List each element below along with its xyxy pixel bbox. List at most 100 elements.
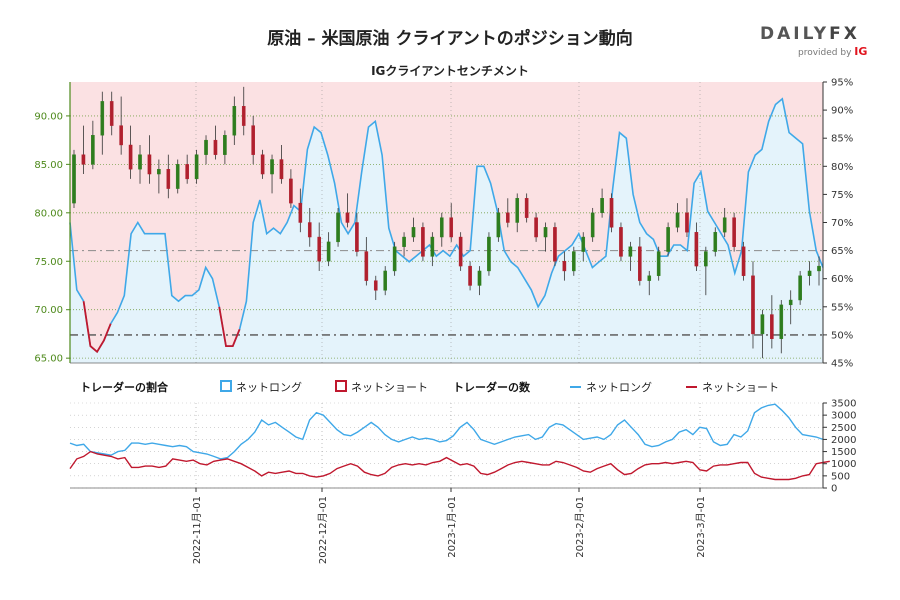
candle [638, 237, 642, 286]
candle-body [166, 169, 171, 189]
candle [553, 222, 557, 267]
ratio-tick-label: 95% [831, 78, 853, 89]
candle-body [175, 164, 180, 189]
candle-body [694, 231, 699, 267]
candle-body [421, 227, 425, 257]
candle-body [619, 227, 623, 257]
candle-body [788, 299, 793, 306]
ratio-tick-label: 45% [831, 359, 853, 370]
ratio-tick-label: 50% [831, 330, 853, 341]
candle-body [628, 246, 633, 257]
candle [260, 149, 265, 179]
candle [364, 237, 369, 286]
candle [355, 212, 359, 257]
candle-body [289, 178, 293, 204]
candle-body [232, 106, 237, 136]
ratio-tick-label: 85% [831, 134, 853, 145]
candle-body [779, 304, 784, 339]
logo-wordmark: DAILYFX [760, 24, 870, 44]
candle-body [600, 198, 604, 214]
date-tick-label: 2022-11月-01 [191, 496, 203, 564]
candle [798, 270, 802, 305]
candle [81, 125, 86, 175]
candle [166, 154, 171, 199]
price-tick-label: 80.00 [34, 208, 63, 219]
candle [817, 256, 821, 286]
candle-body [449, 217, 454, 238]
candle [770, 295, 774, 349]
ratio-tick-label: 60% [831, 274, 853, 285]
ratio-tick-label: 75% [831, 190, 853, 201]
candle [487, 232, 491, 276]
candle [402, 232, 406, 257]
count-tick-label: 3500 [831, 399, 856, 410]
legend-long-box-icon [220, 380, 232, 392]
candle-body [81, 154, 86, 165]
legend-count-long-label: ネットロング [586, 380, 652, 394]
candle [609, 193, 614, 233]
candle-body [109, 101, 114, 126]
count-tick-label: 3000 [831, 411, 856, 422]
candle-body [317, 236, 321, 262]
candle-body [798, 275, 802, 301]
candle-body [515, 198, 520, 223]
candle-body [402, 236, 406, 247]
candle [298, 188, 303, 233]
candle-body [213, 139, 218, 155]
candle-body [675, 212, 680, 228]
candle [336, 207, 340, 247]
candle-body [647, 275, 652, 281]
candle [619, 222, 623, 262]
legend-count-title: トレーダーの数 [453, 380, 531, 394]
candle-body [241, 106, 246, 126]
candle [534, 212, 538, 242]
candle-body [543, 227, 548, 238]
candle-body [534, 217, 538, 238]
candle-body [411, 227, 416, 238]
candle [270, 154, 274, 194]
candle [590, 207, 595, 242]
candle [751, 261, 755, 349]
candle-body [373, 280, 378, 291]
price-tick-label: 70.00 [34, 305, 63, 316]
candle-body [732, 217, 736, 247]
candle [713, 227, 718, 257]
candle-body [72, 154, 76, 204]
candle-body [817, 265, 821, 272]
dailyfx-logo[interactable]: DAILYFX provided by IG [760, 24, 870, 58]
chart-subtitle: IGクライアントセンチメント [371, 64, 529, 78]
candle-body [185, 164, 189, 180]
candle-body [364, 251, 369, 281]
price-tick-label: 90.00 [34, 111, 63, 122]
candle-body [194, 154, 199, 180]
candle-body [722, 217, 727, 233]
candle [373, 275, 378, 301]
candle-body [638, 246, 642, 281]
candle-body [307, 222, 312, 238]
candle-body [685, 212, 689, 233]
legend-ratio-title: トレーダーの割合 [80, 380, 169, 394]
candle [807, 261, 812, 286]
candle-body [553, 227, 557, 262]
candle [383, 266, 388, 296]
candle-body [204, 139, 208, 155]
candle-body [751, 275, 755, 335]
date-tick-label: 2023-3月-01 [695, 496, 707, 558]
candle-body [656, 251, 661, 276]
candle-body [741, 246, 746, 276]
candle-body [128, 144, 133, 170]
candle [241, 86, 246, 136]
count-tick-label: 1000 [831, 459, 856, 470]
candle-body [524, 198, 529, 218]
candle-body [487, 236, 491, 272]
logo-fx: FX [829, 24, 860, 44]
long-ratio-line [69, 97, 824, 354]
count-tick-label: 0 [831, 484, 837, 495]
short-dominant-segment [82, 301, 112, 354]
candle [317, 222, 321, 271]
candle [175, 159, 180, 194]
long-ratio-area [70, 98, 823, 364]
legend-ratio-short-label: ネットショート [351, 381, 428, 394]
logo-daily: DAILY [760, 24, 830, 44]
